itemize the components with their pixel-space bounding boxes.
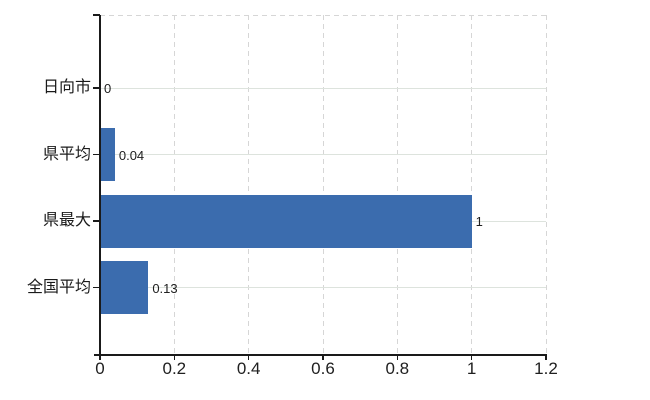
x-axis-tick-mark [470,354,473,360]
category-gridline [100,287,546,288]
x-axis-tick-mark [322,354,324,360]
x-axis-tick-label: 0.4 [236,359,261,378]
plot-area: 0 0.04 1 0.13 [100,15,547,354]
x-axis-tick-label: 1 [466,359,477,378]
x-axis-tick-mark [173,354,176,360]
y-axis-tick-mark [93,286,100,289]
x-axis-tick-mark [247,354,250,360]
vertical-gridline [173,15,175,354]
category-gridline [100,154,546,155]
bar [100,261,149,314]
x-axis-tick-label: 0.6 [311,359,335,378]
x-axis-tick-label: 0 [95,359,105,378]
bar [100,128,115,181]
x-axis-tick-label: 0.2 [162,359,187,378]
vertical-gridline [545,15,547,354]
y-axis-tick-mark [93,87,100,89]
vertical-gridline [471,15,473,354]
vertical-gridline [396,15,398,354]
bar-value-label: 1 [475,214,483,229]
bar-value-label: 0.13 [152,280,178,296]
x-axis-line [94,354,546,356]
bar-value-label: 0.04 [118,147,145,163]
category-gridline [100,87,546,89]
category-label: 日向市 [42,79,91,96]
x-axis-tick-mark [545,354,547,360]
category-label: 県平均 [42,145,91,163]
y-axis-top-tick-mark [93,14,100,16]
bar [100,194,472,248]
vertical-gridline [322,15,324,354]
category-label: 全国平均 [26,278,91,296]
y-axis-tick-mark [93,153,100,156]
y-axis-line [99,15,101,354]
vertical-gridline [248,15,250,354]
y-axis-tick-mark [93,220,100,222]
x-axis-tick-label: 1.2 [534,359,558,378]
bar-value-label: 0 [104,81,112,96]
category-label: 県最大 [42,212,91,229]
x-axis-tick-label: 0.8 [385,359,410,378]
x-axis-tick-mark [396,354,399,360]
x-axis-tick-mark [99,354,101,360]
